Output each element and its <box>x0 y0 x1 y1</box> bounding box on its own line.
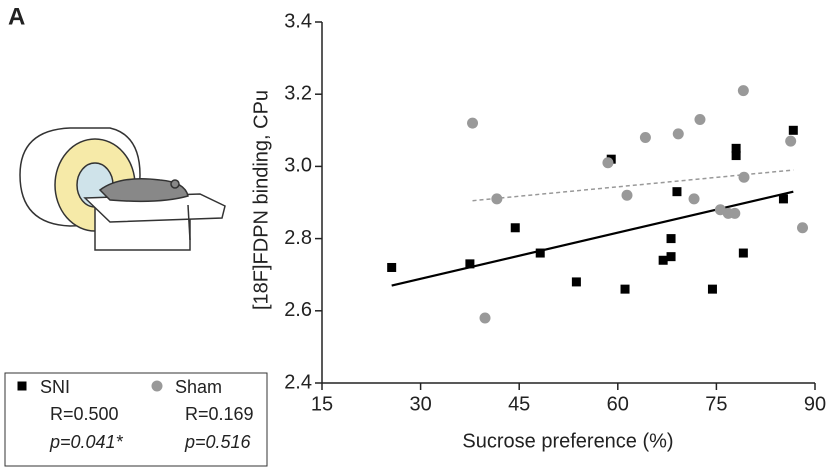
x-tick-label: 60 <box>607 393 629 415</box>
data-point <box>778 194 788 204</box>
x-tick-label: 45 <box>508 393 530 415</box>
y-axis-label: [18F]FDPN binding, CPu <box>250 90 272 310</box>
y-tick-label: 3.4 <box>284 10 312 32</box>
y-tick-label: 2.4 <box>284 371 312 393</box>
x-tick-label: 90 <box>804 393 826 415</box>
data-point <box>491 193 503 205</box>
legend-stat: p=0.041* <box>49 432 124 452</box>
data-point <box>658 255 668 265</box>
data-point <box>535 248 545 258</box>
y-tick-label: 3.0 <box>284 155 312 177</box>
y-tick-label: 2.6 <box>284 299 312 321</box>
scanner-illustration <box>19 127 226 251</box>
data-point <box>788 125 798 135</box>
data-point <box>731 151 741 161</box>
data-point <box>797 222 809 234</box>
data-point <box>694 113 706 125</box>
legend-label: Sham <box>175 377 222 397</box>
y-tick-label: 2.8 <box>284 227 312 249</box>
data-point <box>738 171 750 183</box>
data-point <box>467 117 479 129</box>
legend-marker <box>151 380 163 392</box>
legend-marker <box>17 381 27 391</box>
data-point <box>666 234 676 244</box>
legend-stat: p=0.516 <box>184 432 252 452</box>
data-point <box>621 189 633 201</box>
legend-stat: R=0.169 <box>185 404 254 424</box>
legend-stat: R=0.500 <box>50 404 119 424</box>
x-axis-label: Sucrose preference (%) <box>462 430 673 452</box>
legend-box <box>4 372 268 467</box>
data-point <box>731 143 741 153</box>
data-point <box>672 187 682 197</box>
data-point <box>666 252 676 262</box>
legend <box>4 372 268 467</box>
y-tick-label: 3.2 <box>284 82 312 104</box>
panel-label: A <box>8 3 25 30</box>
data-point <box>672 128 684 140</box>
data-point <box>465 259 475 269</box>
data-point <box>688 193 700 205</box>
data-point <box>737 85 749 97</box>
data-point <box>387 262 397 272</box>
x-tick-label: 75 <box>705 393 727 415</box>
data-point <box>620 284 630 294</box>
x-tick-label: 30 <box>409 393 431 415</box>
data-point <box>479 312 491 324</box>
legend-label: SNI <box>40 377 70 397</box>
data-point <box>785 135 797 147</box>
data-point <box>571 277 581 287</box>
data-point <box>738 248 748 258</box>
data-point <box>707 284 717 294</box>
data-point <box>510 223 520 233</box>
data-point <box>729 207 741 219</box>
data-point <box>602 157 614 169</box>
fit-line <box>391 190 794 287</box>
x-tick-label: 15 <box>311 393 333 415</box>
data-point <box>639 132 651 144</box>
